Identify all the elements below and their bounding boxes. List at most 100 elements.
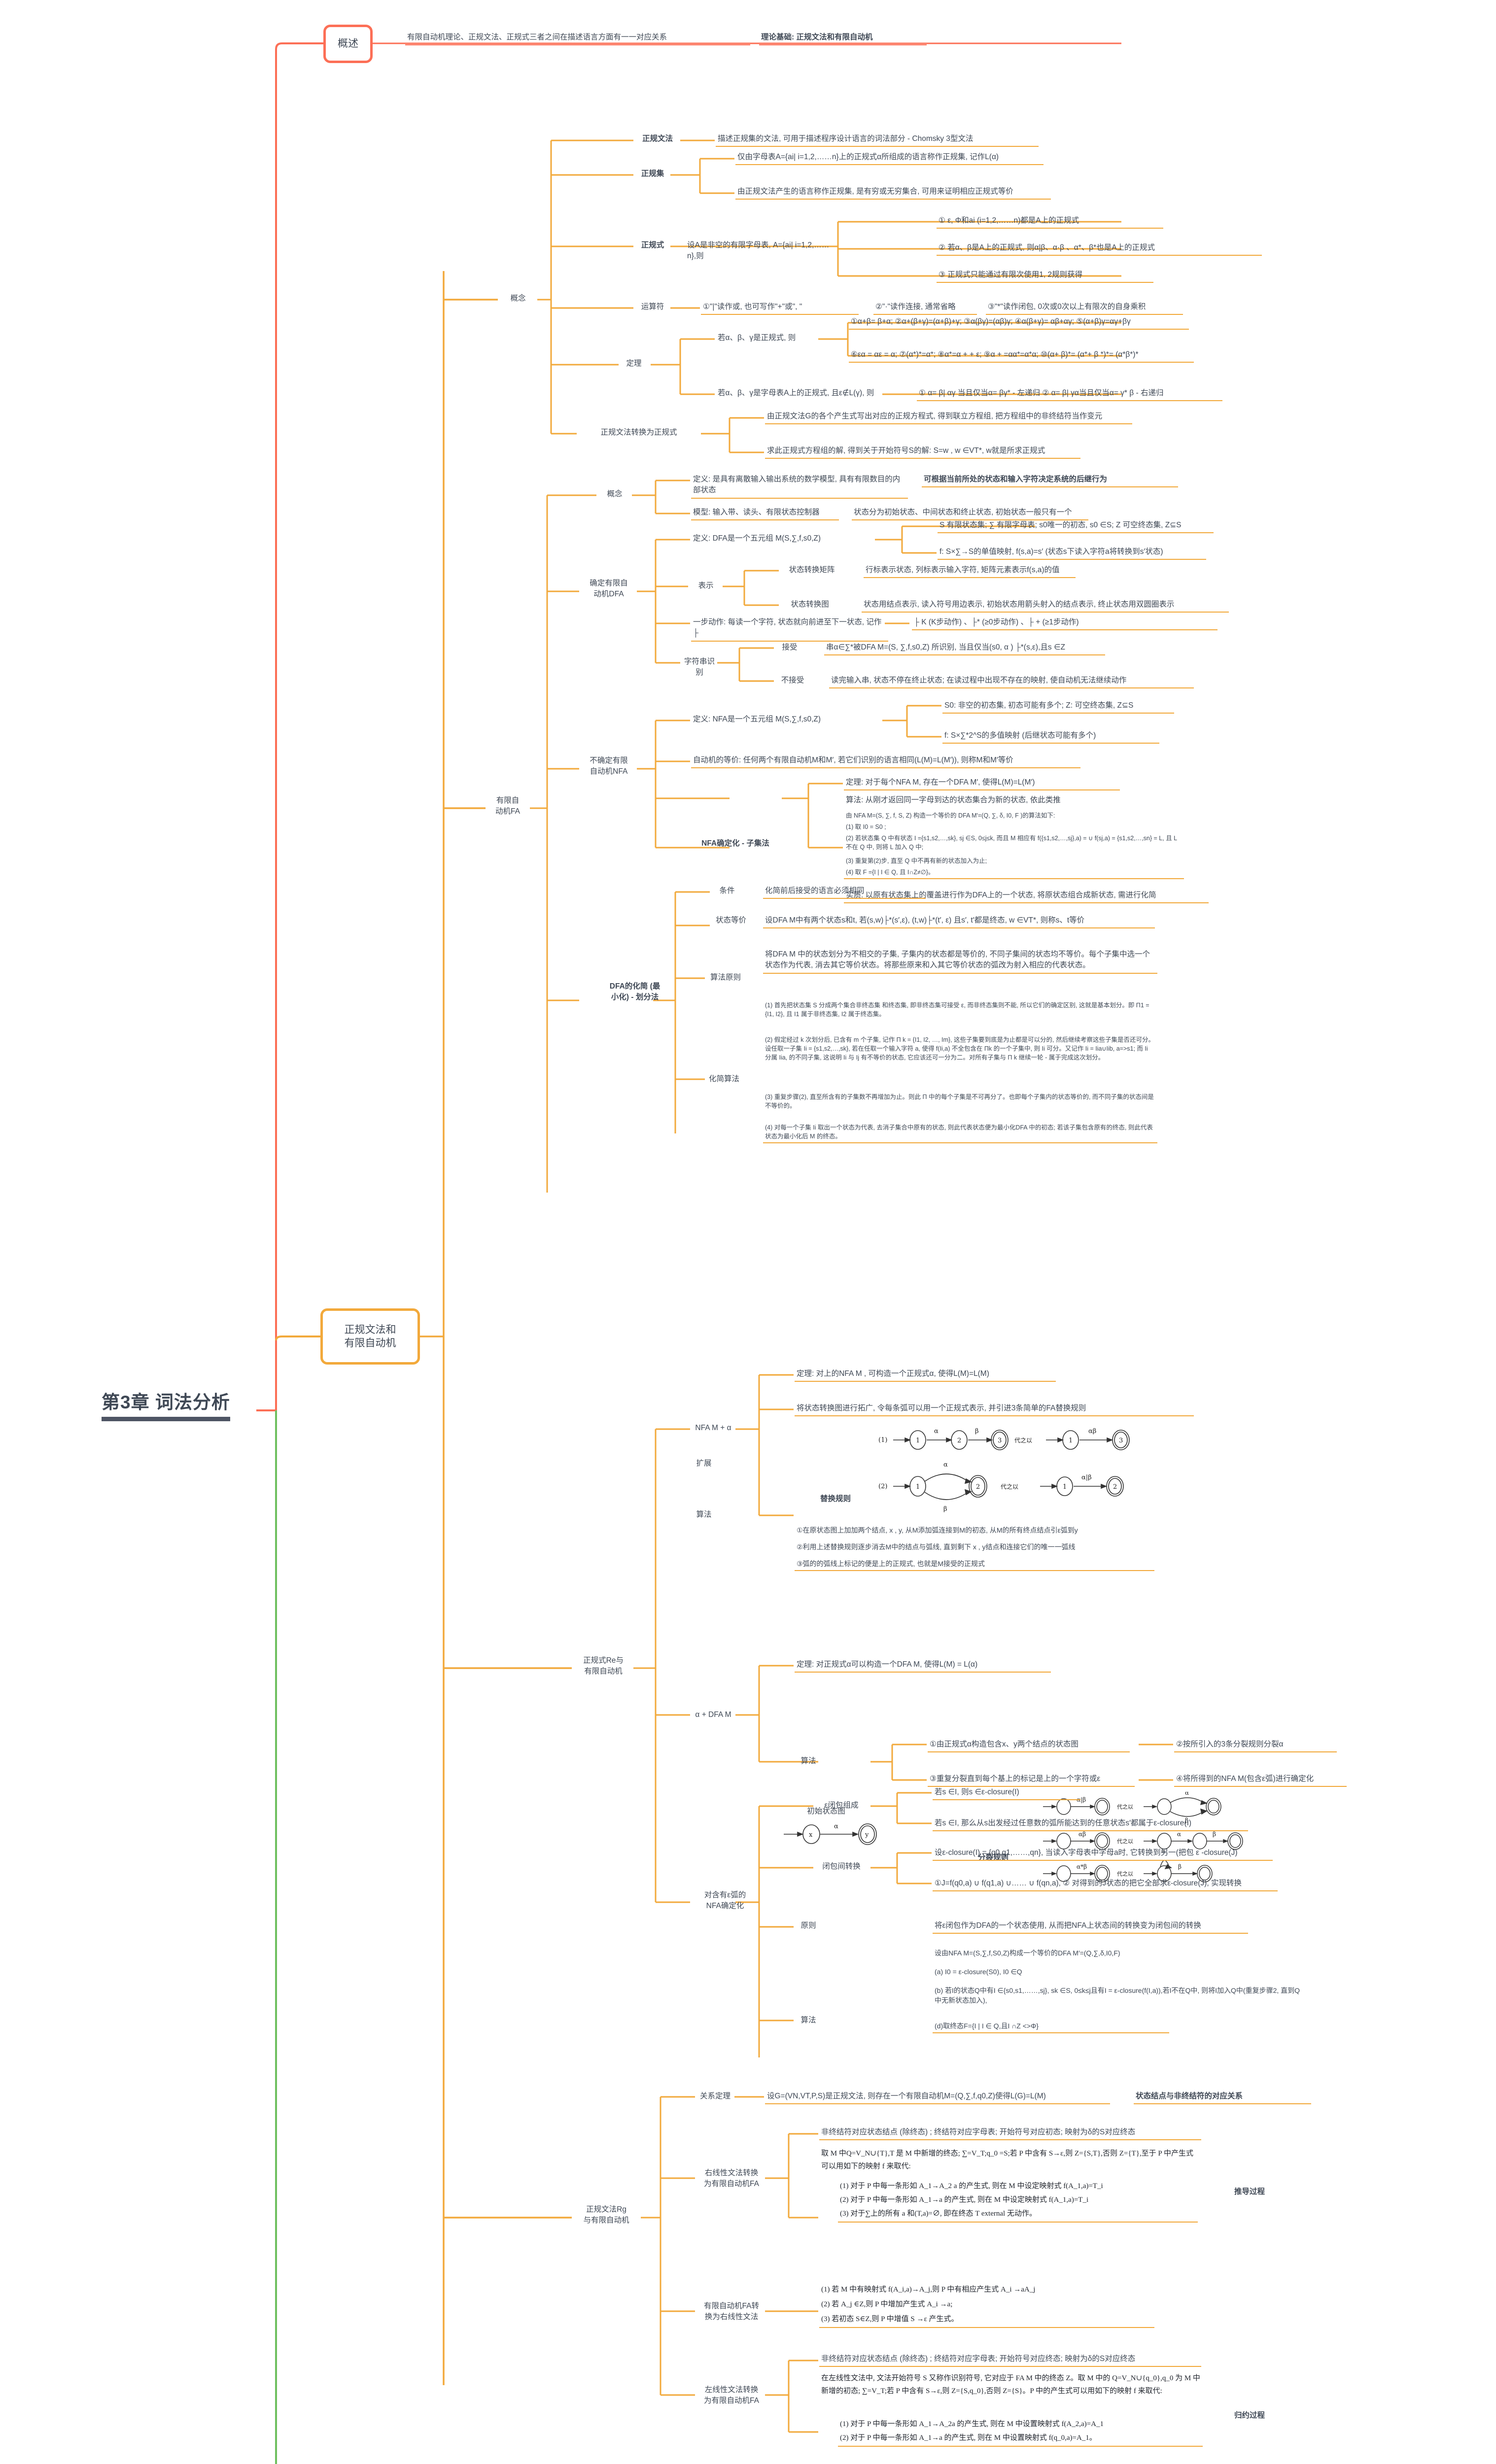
reject-desc[interactable]: 读完输入串, 状态不停在终止状态; 在读过程中出现不存在的映射, 使自动机无法继… xyxy=(829,675,1194,689)
regular-set-item-1[interactable]: 由正规文法产生的语言称作正规集, 是有穷或无穷集合, 可用来证明相应正规式等价 xyxy=(735,186,1051,200)
state-equivalence-name[interactable]: 状态等价 xyxy=(715,916,746,924)
fa-concept-item-0[interactable]: 定义: 是具有离散输入输出系统的数学模型, 具有有限数目的内部状态 xyxy=(691,474,908,499)
simplify-algo-name[interactable]: 化简算法 xyxy=(708,1075,739,1083)
accept-desc[interactable]: 串α∈∑*被DFA M=(S, ∑,f,s0,Z) 所识别, 当且仅当(s0, … xyxy=(824,642,1105,656)
eclosure-item-0[interactable]: 若s ∈I, 则s ∈ε-closure(I) xyxy=(933,1786,1080,1801)
dfa-repr-0-name[interactable]: 状态转换矩阵 xyxy=(789,566,835,574)
relation-theorem-note[interactable]: 状态结点与非终结符的对应关系 xyxy=(1134,2090,1311,2105)
grammar-fa-label[interactable]: 正规文法Rg 与有限自动机 xyxy=(583,2205,629,2225)
dfa-step-note[interactable]: ├ K (K步动作) 、├* (≥0步动作) 、├ + (≥1步动作) xyxy=(912,616,1218,631)
root-title[interactable]: 第3章 词法分析 xyxy=(102,1387,230,1421)
regex-fa-label[interactable]: 正规式Re与 有限自动机 xyxy=(583,1656,624,1676)
eclosure-item-1[interactable]: 若s ∈I, 那么从s出发经过任意数的弧所能达到的任意状态s′都属于ε-clos… xyxy=(933,1817,1248,1832)
simplify-line-2[interactable]: (3) 重复步骤(2), 直至所含有的子集数不再增加为止。则此 Π 中的每个子集… xyxy=(765,1094,1154,1110)
eps-algo-line-0[interactable]: 设由NFA M=(S,∑,f,S0,Z)构成一个等价的DFA M′=(Q,∑,δ… xyxy=(935,1949,1120,1957)
dfa-step-text[interactable]: 一步动作: 每读一个字符, 状态就向前进至下一状态, 记作├ xyxy=(691,616,888,642)
automata-equivalence[interactable]: 自动机的等价: 任何两个有限自动机M和M′, 若它们识别的语言相同(L(M)=L… xyxy=(691,754,1080,769)
nfa-alpha-algo-line-1[interactable]: ②利用上述替换规则逐步消去M中的结点与弧线, 直到剩下 x , y结点和连接它们… xyxy=(797,1543,1076,1551)
subset-algo-line-4[interactable]: (4) 取 F ={I | I ∈ Q, 且 I∩Z≠∅}。 xyxy=(844,867,1184,880)
dfa-repr-1-desc[interactable]: 状态用结点表示, 读入符号用边表示, 初始状态用箭头射入的结点表示, 终止状态用… xyxy=(862,599,1229,613)
subset-algo-line-1[interactable]: (1) 取 I0 = S0 ; xyxy=(846,823,886,830)
split-rules-label[interactable]: 分裂规则 xyxy=(977,1853,1009,1862)
right-linear-head[interactable]: 非终结符对应状态结点 (除终态) ; 终结符对应字母表; 开始符号对应初态; 映… xyxy=(819,2126,1201,2141)
derivation-note[interactable]: 推导过程 xyxy=(1234,2188,1265,2196)
operator-item-1[interactable]: ②"·"读作连接, 通常省略 xyxy=(873,301,977,315)
operator-item-0[interactable]: ①"|"读作或, 也可写作"+"或", " xyxy=(701,301,859,315)
initial-state-graph-label[interactable]: 初始状态图 xyxy=(807,1807,845,1815)
relation-theorem-desc[interactable]: 设G=(VN,VT,P,S)是正规文法, 则存在一个有限自动机M=(Q,∑,f,… xyxy=(765,2090,1110,2105)
dfa-min-cond-desc[interactable]: 化简前后接受的语言必须相同 xyxy=(763,885,926,899)
fa2right-line-1[interactable]: (2) 若 A_j ∈Z,则 P 中增加产生式 A_i →a; xyxy=(821,2300,953,2308)
operator-item-2[interactable]: ③"*"读作闭包, 0次或0次以上有限次的自身乘积 xyxy=(986,301,1183,315)
overview-item-0[interactable]: 有限自动机理论、正规文法、正规式三者之间在描述语言方面有一一对应关系 xyxy=(405,32,750,46)
regular-expression-item-0[interactable]: ① ε, Φ和ai (i=1,2,……n)都是A上的正规式 xyxy=(937,215,1163,229)
right-linear-line-2[interactable]: (2) 对于 P 中每一条形如 A_1→a 的产生式, 则在 M 中设定映射式 … xyxy=(840,2196,1089,2204)
grammar-to-regex-label[interactable]: 正规文法转换为正规式 xyxy=(600,428,677,437)
dfa-def-item-1[interactable]: f: S×∑→S的单值映射, f(s,a)=s′ (状态s下读入字符a将转换到s… xyxy=(938,546,1206,560)
alpha-dfa-theorem[interactable]: 定理: 对正规式α可以构造一个DFA M, 使得L(M) = L(α) xyxy=(795,1659,1051,1673)
fa-concept-note-0[interactable]: 可根据当前所处的状态和输入字符决定系统的后继行为 xyxy=(922,474,1178,488)
overview-item-1[interactable]: 理论基础: 正规文法和有限自动机 xyxy=(759,32,927,46)
dfa-minimization-label[interactable]: DFA的化简 (最 小化) - 划分法 xyxy=(609,982,661,1002)
eps-algo-line-3[interactable]: (d)取终态F={I | I ∈ Q,且I ∩Z <>Φ} xyxy=(933,2020,1169,2034)
subset-practice[interactable]: 实质: 以原有状态集上的覆盖进行作为DFA上的一个状态, 将原状态组合成新状态,… xyxy=(844,890,1209,904)
string-recognition-label[interactable]: 字符串识别 xyxy=(684,657,715,677)
regular-expression-item-1[interactable]: ② 若α、β是A上的正规式, 则α|β、α·β 、α*、β*也是A上的正规式 xyxy=(937,242,1262,256)
concept-label[interactable]: 概念 xyxy=(510,294,526,303)
dfa-repr-0-desc[interactable]: 行标表示状态, 列标表示输入字符, 矩阵元素表示f(s,a)的值 xyxy=(864,564,1076,579)
fa-concept-note-1[interactable]: 状态分为初始状态、中间状态和终止状态, 初始状态一般只有一个 xyxy=(852,507,1088,521)
branch-overview[interactable]: 概述 xyxy=(323,25,373,63)
regular-expression-lead[interactable]: 设A是非空的有限字母表, A={ai| i=1,2,……n},则 xyxy=(687,241,830,261)
operator-label[interactable]: 运算符 xyxy=(641,303,664,311)
eps-principle-name[interactable]: 原则 xyxy=(800,1921,816,1930)
nfa-theorem[interactable]: 定理: 对于每个NFA M, 存在一个DFA M′, 使得L(M)=L(M′) xyxy=(844,777,1120,791)
regular-grammar-desc[interactable]: 描述正规集的文法, 可用于描述程序设计语言的词法部分 - Chomsky 3型文… xyxy=(716,133,1039,147)
grammar-to-regex-item-0[interactable]: 由正规文法G的各个产生式写出对应的正规方程式, 得到联立方程组, 把方程组中的非… xyxy=(765,411,1132,425)
dfa-definition[interactable]: 定义: DFA是一个五元组 M(S,∑,f,s0,Z) xyxy=(693,534,821,543)
left-linear-line-2[interactable]: (2) 对于 P 中每一条形如 A_1→a 的产生式, 则在 M 中设置映射式 … xyxy=(838,2431,1203,2447)
eps-algo-name[interactable]: 算法 xyxy=(800,2016,816,2024)
alpha-plus-dfa-label[interactable]: α + DFA M xyxy=(695,1711,731,1719)
subset-algo-line-2[interactable]: (2) 若状态集 Q 中有状态 I ={s1,s2,…,sk}, sj ∈S, … xyxy=(846,835,1177,851)
theorem-row0-lead[interactable]: 若α、β、γ是正规式, 则 xyxy=(718,334,796,342)
dfa-representation-label[interactable]: 表示 xyxy=(698,582,714,590)
expand-name[interactable]: 扩展 xyxy=(696,1459,712,1468)
eclosure-name[interactable]: ε闭包组成 xyxy=(824,1801,859,1810)
expand-desc[interactable]: 将状态转换图进行拓广, 令每条弧可以用一个正规式表示, 并引进3条简单的FA替换… xyxy=(795,1403,1194,1417)
regular-set-item-0[interactable]: 仅由字母表A={ai| i=1,2,……n}上的正规式α所组成的语言称作正规集,… xyxy=(735,151,1044,166)
grammar-to-regex-item-1[interactable]: 求此正规式方程组的解, 得到关于开始符号S的解: S=w , w ∈VT*, w… xyxy=(765,445,1080,459)
alpha-dfa-algo-item-3[interactable]: ④将所得到的NFA M(包含ε弧)进行确定化 xyxy=(1174,1773,1347,1787)
regular-set-label[interactable]: 正规集 xyxy=(641,170,664,178)
regular-grammar-label[interactable]: 正规文法 xyxy=(642,135,673,143)
replacement-rules-label[interactable]: 替换规则 xyxy=(820,1495,851,1503)
theorem-row1-lead[interactable]: 若α、β、γ是字母表A上的正规式, 且ε∉L(γ), 则 xyxy=(718,389,874,397)
dfa-repr-1-name[interactable]: 状态转换图 xyxy=(791,600,829,609)
left-linear-line-1[interactable]: (1) 对于 P 中每一条形如 A_1→A_2a 的产生式, 则在 M 中设置映… xyxy=(840,2420,1104,2428)
right-linear-line-3[interactable]: (3) 对于∑上的所有 a 和(T,a)=∅, 即在终态 T external … xyxy=(838,2207,1198,2223)
accept-name[interactable]: 接受 xyxy=(782,643,798,651)
left-linear-line-0[interactable]: 在左线性文法中, 文法开始符号 S 又称作识别符号, 它对应于 FA M 中的终… xyxy=(821,2374,1200,2396)
left-linear-head[interactable]: 非终结符对应状态结点 (除终态) ; 终结符对应字母表; 开始符号对应终态; 映… xyxy=(819,2353,1201,2367)
nfa-def-item-0[interactable]: S0: 非空的初态集, 初态可能有多个; Z: 可空终态集, Z⊆S xyxy=(942,700,1174,714)
relation-theorem-name[interactable]: 关系定理 xyxy=(699,2092,731,2100)
nfa-label[interactable]: 不确定有限 自动机NFA xyxy=(590,756,628,776)
nfa-alpha-theorem[interactable]: 定理: 对上的NFA M , 可构造一个正规式α, 使得L(M)=L(M) xyxy=(795,1368,1056,1382)
dfa-label[interactable]: 确定有限自 动机DFA xyxy=(590,579,628,599)
fa-to-right-linear-label[interactable]: 有限自动机FA转 换为右线性文法 xyxy=(704,2302,759,2322)
state-equivalence-desc[interactable]: 设DFA M中有两个状态s和t, 若(s,w)├*(s′,ε), (t,w)├*… xyxy=(763,915,1155,929)
subset-algo-line-0[interactable]: 由 NFA M=(S, ∑, f, S, Z) 构造一个等价的 DFA M′=(… xyxy=(846,812,1055,819)
left-linear-to-fa-label[interactable]: 左线性文法转换 为有限自动机FA xyxy=(704,2386,759,2405)
right-linear-line-0[interactable]: 取 M 中Q=V_N∪{T},T 是 M 中新增的终态; ∑=V_T;q_0 =… xyxy=(821,2150,1193,2171)
simplify-line-1[interactable]: (2) 假定经过 k 次划分后, 已含有 m 个子集, 记作 Π k = {I1… xyxy=(765,1036,1154,1061)
nfa-definition[interactable]: 定义: NFA是一个五元组 M(S,∑,f,s0,Z) xyxy=(693,715,821,723)
reject-name[interactable]: 不接受 xyxy=(781,676,804,684)
nfa-def-item-1[interactable]: f: S×∑*2^S的多值映射 (后继状态可能有多个) xyxy=(942,730,1159,744)
algo-principle-desc[interactable]: 将DFA M 中的状态划分为不相交的子集, 子集内的状态都是等价的, 不同子集间… xyxy=(763,949,1157,974)
theorem-row0-line0[interactable]: ①α+β= β+α; ②α+(β+γ)=(α+β)+γ; ③α(βγ)=(αβ)… xyxy=(849,316,1189,330)
closure-move-item-1[interactable]: ①J=f(q0,a) ∪ f(q1,a) ∪…… ∪ f(qn,a), ② 对得… xyxy=(933,1878,1278,1892)
reduction-note[interactable]: 归约过程 xyxy=(1234,2411,1265,2420)
fa2right-line-2[interactable]: (3) 若初态 S∈Z,则 P 中增值 S →ε 产生式。 xyxy=(819,2312,1154,2328)
fa-concept-item-1[interactable]: 模型: 输入带、读头、有限状态控制器 xyxy=(691,507,839,521)
regular-expression-label[interactable]: 正规式 xyxy=(641,241,664,249)
regular-expression-item-2[interactable]: ③ 正规式只能通过有限次使用1, 2规则获得 xyxy=(937,269,1153,283)
